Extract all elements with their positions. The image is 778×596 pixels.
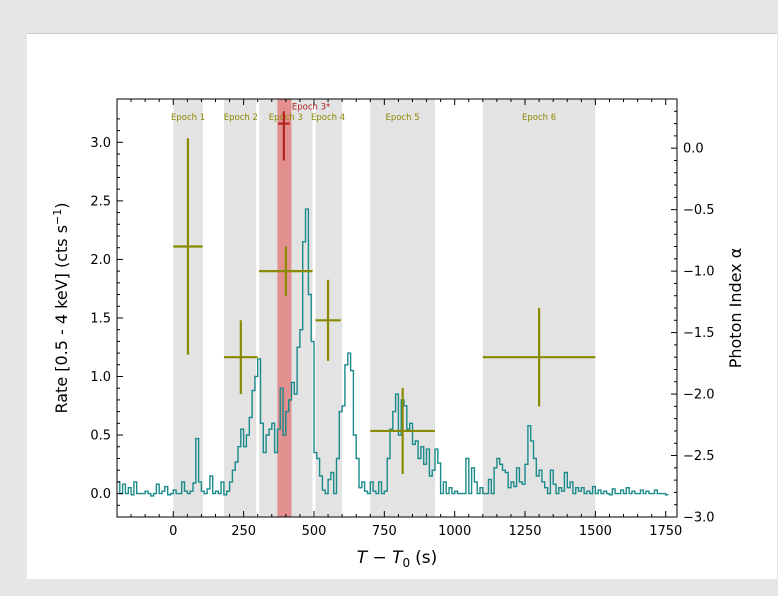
x-axis-label-main: T − T — [357, 548, 404, 568]
epoch-3-point — [259, 246, 313, 296]
epoch-2-band — [223, 99, 258, 517]
epoch-4-point — [315, 279, 341, 361]
right-y-tick-label: −0.5 — [683, 203, 715, 218]
x-tick-label: 750 — [372, 524, 397, 539]
epoch-3-star-band — [277, 99, 292, 517]
left-y-tick-label: 1.5 — [90, 311, 111, 326]
light-curve-chart: Epoch 1 Epoch 2 Epoch 3 Epoch 4 Epoch 5 Epoch… — [51, 98, 745, 570]
epoch-2-label: Epoch 2 — [224, 113, 258, 123]
photon-index-points: Epoch 3* — [173, 103, 596, 474]
x-axis-label-unit: (s) — [415, 548, 437, 568]
figure-card: Epoch 1 Epoch 2 Epoch 3 Epoch 4 Epoch 5 Epoch… — [27, 33, 777, 579]
left-y-axis-label-sup: −1 — [51, 209, 64, 225]
right-y-tick-label: −2.5 — [683, 449, 715, 464]
x-tick-label: 1000 — [438, 524, 471, 539]
left-y-tick-label: 0.0 — [90, 487, 111, 502]
light-curve-line — [117, 208, 669, 497]
x-axis-label-sub: 0 — [403, 556, 411, 570]
x-tick-label: 500 — [302, 524, 327, 539]
epoch-5-label: Epoch 5 — [386, 113, 420, 123]
epoch-3-star-point — [278, 111, 290, 161]
x-tick-label: 250 — [231, 524, 256, 539]
right-y-axis-ticks: 0.0 −0.5 −1.0 −1.5 −2.0 −2.5 −3.0 — [671, 110, 715, 526]
right-y-tick-label: −1.0 — [683, 265, 715, 280]
x-tick-label: 0 — [169, 524, 177, 539]
left-y-axis-label-text: Rate [0.5 - 4 keV] (cts s — [52, 225, 71, 414]
left-y-axis-ticks: 0.0 0.5 1.0 1.5 2.0 2.5 3.0 — [90, 118, 123, 506]
epoch-1-point — [173, 138, 203, 355]
left-y-axis-label: Rate [0.5 - 4 keV] (cts s−1) — [51, 202, 71, 413]
left-y-tick-label: 2.5 — [90, 194, 111, 209]
epoch-2-point — [223, 320, 258, 395]
left-y-tick-label: 3.0 — [90, 136, 111, 151]
left-y-tick-label: 2.0 — [90, 253, 111, 268]
right-y-axis-label: Photon Index α — [726, 248, 745, 369]
left-y-tick-label: 1.0 — [90, 370, 111, 385]
x-tick-label: 1750 — [649, 524, 682, 539]
epoch-6-point — [482, 308, 596, 407]
right-y-tick-label: 0.0 — [683, 142, 704, 157]
epoch-labels: Epoch 1 Epoch 2 Epoch 3 Epoch 4 Epoch 5 Epoch… — [171, 113, 556, 123]
x-tick-label: 1500 — [579, 524, 612, 539]
right-y-tick-label: −3.0 — [683, 511, 715, 526]
x-axis-label: T − T0 (s) — [357, 548, 438, 570]
left-y-axis-label-close: ) — [52, 202, 71, 208]
epoch-3-star-highlight — [277, 99, 292, 517]
x-tick-label: 1250 — [508, 524, 541, 539]
epoch-bands — [173, 99, 596, 517]
epoch-3-star-label: Epoch 3* — [292, 103, 330, 113]
right-y-tick-label: −1.5 — [683, 326, 715, 341]
epoch-5-point — [370, 387, 435, 474]
x-axis-ticks: 0 250 500 750 1000 1250 1500 1750 — [116, 99, 682, 539]
epoch-1-label: Epoch 1 — [171, 113, 205, 123]
right-y-tick-label: −2.0 — [683, 388, 715, 403]
left-y-tick-label: 0.5 — [90, 429, 111, 444]
epoch-4-label: Epoch 4 — [311, 113, 345, 123]
epoch-6-label: Epoch 6 — [522, 113, 556, 123]
epoch-3-label: Epoch 3 — [269, 113, 303, 123]
